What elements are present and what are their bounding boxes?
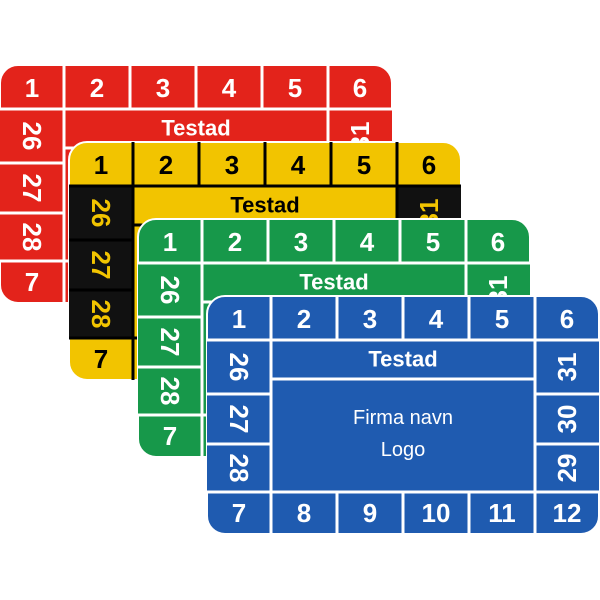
top-number: 4 (222, 73, 237, 103)
top-number: 3 (363, 304, 377, 334)
top-number: 2 (90, 73, 104, 103)
top-number: 3 (156, 73, 170, 103)
left-number: 26 (155, 276, 185, 305)
corner-number: 7 (163, 421, 177, 451)
left-number: 26 (224, 353, 254, 382)
bottom-number: 11 (488, 498, 516, 528)
top-number: 3 (294, 227, 308, 257)
bottom-number: 10 (422, 498, 451, 528)
right-number: 30 (552, 405, 582, 434)
left-number: 28 (155, 377, 185, 406)
top-number: 1 (232, 304, 246, 334)
body-text: Logo (381, 439, 426, 461)
top-number: 6 (491, 227, 505, 257)
top-number: 1 (25, 73, 39, 103)
top-number: 5 (288, 73, 302, 103)
left-column (0, 109, 64, 261)
corner-number: 7 (25, 267, 39, 297)
left-column (69, 186, 133, 338)
left-column (138, 263, 202, 415)
top-number: 5 (357, 150, 371, 180)
left-number: 28 (17, 223, 47, 252)
title: Testad (230, 193, 299, 218)
top-number: 5 (495, 304, 509, 334)
left-number: 26 (17, 122, 47, 151)
right-number: 29 (552, 454, 582, 483)
left-column (207, 340, 271, 492)
right-column (535, 340, 599, 492)
left-number: 28 (224, 454, 254, 483)
top-number: 2 (228, 227, 242, 257)
top-number: 5 (426, 227, 440, 257)
top-number: 4 (429, 304, 444, 334)
corner-number: 7 (94, 344, 108, 374)
title: Testad (299, 270, 368, 295)
left-number: 26 (86, 199, 116, 228)
top-number: 1 (163, 227, 177, 257)
top-number: 4 (360, 227, 375, 257)
title: Testad (368, 347, 437, 372)
bottom-number: 9 (363, 498, 377, 528)
left-number: 27 (86, 251, 116, 280)
corner-number: 7 (232, 498, 246, 528)
top-number: 1 (94, 150, 108, 180)
top-number: 2 (159, 150, 173, 180)
left-number: 28 (86, 300, 116, 329)
right-number: 31 (552, 353, 582, 382)
left-number: 27 (155, 328, 185, 357)
left-number: 27 (17, 174, 47, 203)
top-number: 2 (297, 304, 311, 334)
top-number: 3 (225, 150, 239, 180)
body-text: Firma navn (353, 407, 453, 429)
title: Testad (161, 116, 230, 141)
top-number: 4 (291, 150, 306, 180)
bottom-number: 8 (297, 498, 311, 528)
top-number: 6 (422, 150, 436, 180)
top-number: 6 (353, 73, 367, 103)
bottom-number: 12 (553, 498, 582, 528)
left-number: 27 (224, 405, 254, 434)
top-number: 6 (560, 304, 574, 334)
